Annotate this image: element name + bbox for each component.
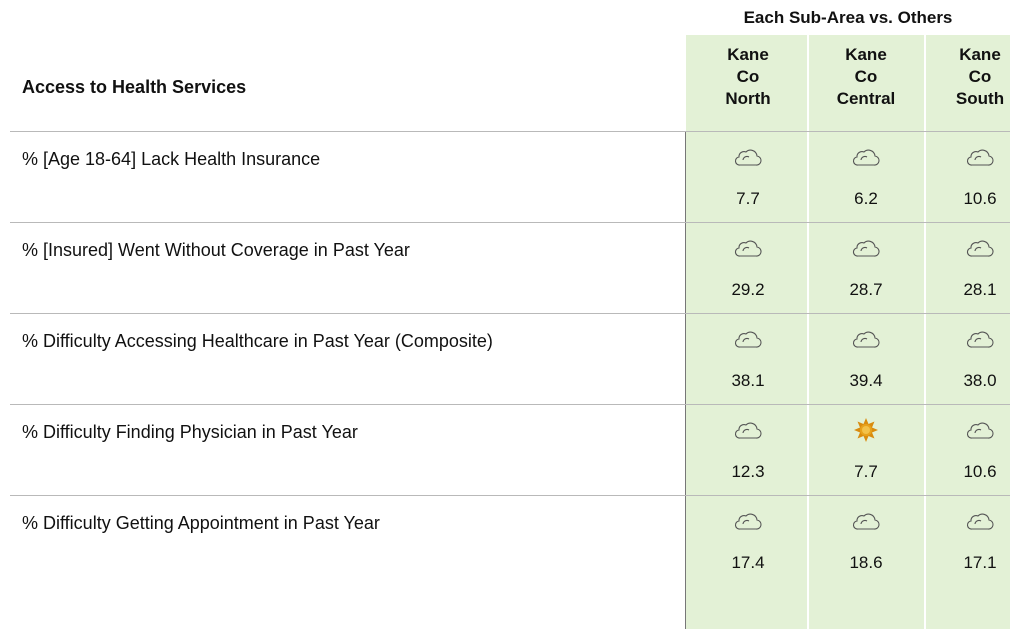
section-title: Access to Health Services [22, 77, 247, 97]
cloud-icon [965, 418, 995, 442]
sun-icon [851, 418, 881, 442]
group-title: Each Sub-Area vs. Others [743, 8, 953, 27]
cloud-icon [733, 418, 763, 442]
row-label: % Difficulty Getting Appointment in Past… [22, 513, 380, 533]
cloud-icon [965, 327, 995, 351]
column-header: Kane Co Central [836, 45, 896, 108]
row-label: % [Insured] Went Without Coverage in Pas… [22, 240, 410, 260]
cloud-icon [851, 236, 881, 260]
cloud-icon [965, 236, 995, 260]
cloud-icon [851, 327, 881, 351]
cell-value: 10.6 [963, 462, 997, 481]
highlight-band [686, 35, 1010, 629]
cell-value: 12.3 [731, 462, 765, 481]
cloud-icon [965, 509, 995, 533]
column-header: Kane Co South [955, 45, 1005, 108]
cell-value: 39.4 [849, 371, 883, 390]
cloud-icon [733, 327, 763, 351]
row-label: % Difficulty Accessing Healthcare in Pas… [22, 331, 493, 351]
cloud-icon [851, 145, 881, 169]
cell-value: 17.1 [963, 553, 997, 572]
row-divider [10, 495, 1010, 496]
cell-value: 7.7 [854, 462, 878, 481]
column-separator [807, 35, 809, 629]
cell-value: 17.4 [731, 553, 765, 572]
row-label: % [Age 18-64] Lack Health Insurance [22, 149, 321, 169]
cloud-icon [733, 145, 763, 169]
cloud-icon [733, 236, 763, 260]
column-separator [924, 35, 926, 629]
cloud-icon [965, 145, 995, 169]
cell-value: 18.6 [849, 553, 883, 572]
column-header: Kane Co North [725, 45, 771, 108]
vertical-rule [685, 131, 686, 629]
row-label: % Difficulty Finding Physician in Past Y… [22, 422, 358, 442]
row-divider [10, 131, 1010, 132]
cell-value: 7.7 [736, 189, 760, 208]
cloud-icon [733, 509, 763, 533]
cell-value: 38.0 [963, 371, 997, 390]
cell-value: 38.1 [731, 371, 765, 390]
row-divider [10, 404, 1010, 405]
cell-value: 6.2 [854, 189, 878, 208]
row-divider [10, 222, 1010, 223]
cell-value: 10.6 [963, 189, 997, 208]
cell-value: 28.1 [963, 280, 997, 299]
cloud-icon [851, 509, 881, 533]
row-divider [10, 313, 1010, 314]
cell-value: 28.7 [849, 280, 883, 299]
cell-value: 29.2 [731, 280, 765, 299]
